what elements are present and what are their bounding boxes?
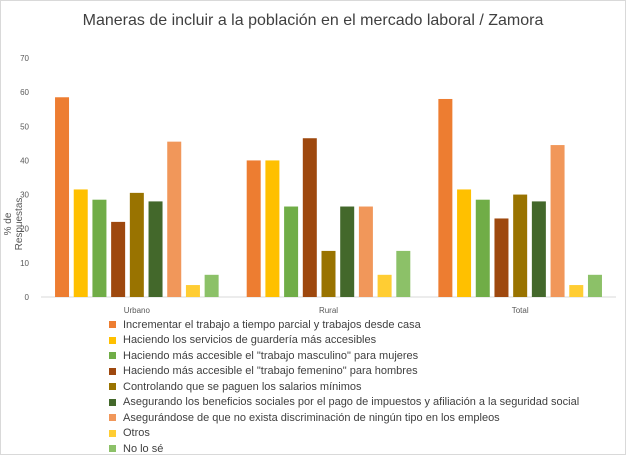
bar: [550, 145, 565, 297]
y-tick-label: 20: [20, 225, 29, 234]
bar: [148, 201, 163, 297]
legend-label: Haciendo más accesible el "trabajo mascu…: [123, 349, 419, 362]
bar: [569, 285, 584, 297]
bar: [587, 274, 602, 297]
y-tick-label: 60: [20, 88, 29, 97]
x-tick-label: Urbano: [124, 306, 151, 315]
bar: [358, 206, 373, 297]
bar: [340, 206, 355, 297]
x-tick-label: Rural: [319, 306, 338, 315]
bar: [265, 160, 280, 297]
bar: [167, 141, 182, 297]
bar: [513, 194, 528, 297]
bar: [55, 97, 70, 297]
bar: [377, 274, 392, 297]
bar: [129, 192, 144, 297]
legend-item: Haciendo más accesible el "trabajo mascu…: [109, 348, 619, 364]
bar: [111, 221, 126, 297]
legend-label: Asegurándose de que no exista discrimina…: [123, 411, 500, 424]
legend-label: Otros: [123, 427, 150, 440]
y-tick-label: 0: [25, 293, 30, 302]
bar: [204, 274, 219, 297]
legend-item: Asegurándose de que no exista discrimina…: [109, 410, 619, 426]
legend-label: Haciendo más accesible el "trabajo femen…: [123, 365, 418, 378]
bar: [92, 199, 107, 297]
y-tick-label: 30: [20, 191, 29, 200]
y-tick-label: 10: [20, 259, 29, 268]
legend-swatch: [109, 414, 116, 422]
legend-swatch: [109, 336, 116, 344]
legend-label: Asegurando los beneficios sociales por e…: [123, 396, 580, 409]
legend-label: No lo sé: [123, 442, 164, 455]
legend-swatch: [109, 352, 116, 360]
y-tick-label: 50: [20, 122, 29, 131]
bar: [531, 201, 546, 297]
bar: [302, 138, 317, 297]
bar: [284, 206, 299, 297]
legend-label: Haciendo los servicios de guardería más …: [123, 334, 377, 347]
legend-swatch: [109, 367, 116, 375]
legend-label: Incrementar el trabajo a tiempo parcial …: [123, 318, 421, 331]
bar: [321, 250, 336, 297]
bar: [475, 199, 490, 297]
legend-item: Otros: [109, 426, 619, 442]
legend-item: Asegurando los beneficios sociales por e…: [109, 395, 619, 411]
y-tick-label: 40: [20, 156, 29, 165]
legend-swatch: [109, 383, 116, 391]
legend-swatch: [109, 398, 116, 406]
legend-swatch: [109, 445, 116, 453]
legend-item: No lo sé: [109, 441, 619, 457]
legend-item: Incrementar el trabajo a tiempo parcial …: [109, 317, 619, 333]
bar: [494, 218, 509, 297]
chart-legend: Incrementar el trabajo a tiempo parcial …: [109, 317, 619, 457]
legend-swatch: [109, 429, 116, 437]
legend-item: Haciendo los servicios de guardería más …: [109, 333, 619, 349]
legend-item: Haciendo más accesible el "trabajo femen…: [109, 364, 619, 380]
bar: [73, 189, 88, 297]
bar: [438, 98, 453, 297]
bar: [396, 250, 411, 297]
y-tick-label: 70: [20, 54, 29, 63]
legend-swatch: [109, 321, 116, 329]
bar: [457, 189, 472, 297]
legend-label: Controlando que se paguen los salarios m…: [123, 380, 362, 393]
bar: [185, 285, 200, 297]
x-tick-label: Total: [512, 306, 529, 315]
chart-title: Maneras de incluir a la población en el …: [82, 12, 544, 29]
legend-item: Controlando que se paguen los salarios m…: [109, 379, 619, 395]
bar: [246, 160, 261, 297]
